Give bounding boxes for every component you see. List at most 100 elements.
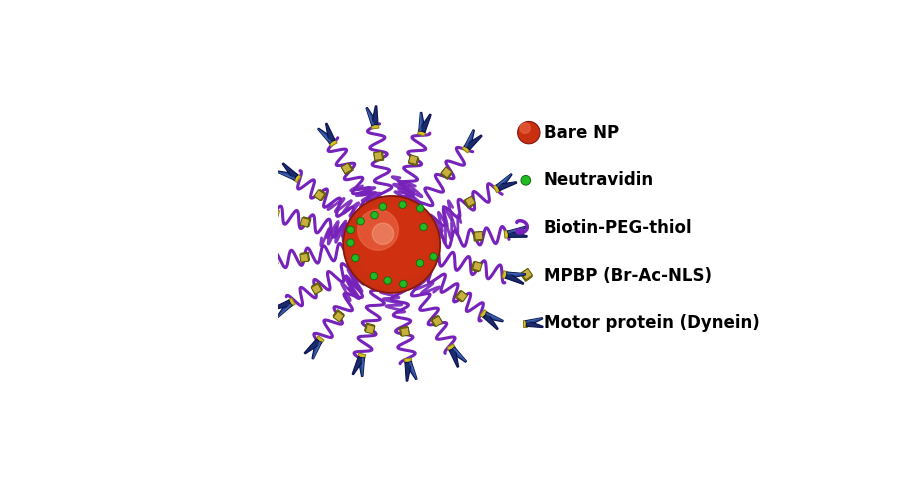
Polygon shape (366, 108, 374, 126)
Polygon shape (483, 313, 498, 330)
Polygon shape (455, 291, 466, 302)
Polygon shape (333, 311, 344, 322)
Circle shape (391, 230, 404, 242)
Circle shape (393, 231, 403, 240)
Polygon shape (255, 258, 274, 264)
Polygon shape (405, 361, 417, 379)
Circle shape (399, 201, 407, 209)
Polygon shape (294, 174, 301, 182)
Polygon shape (457, 291, 467, 302)
Polygon shape (465, 196, 472, 201)
Circle shape (352, 254, 359, 262)
Polygon shape (418, 130, 426, 136)
Polygon shape (465, 130, 474, 147)
Polygon shape (366, 107, 378, 126)
Polygon shape (277, 301, 293, 318)
Polygon shape (314, 190, 325, 200)
Polygon shape (304, 339, 321, 354)
Circle shape (363, 211, 425, 272)
Polygon shape (312, 282, 323, 293)
Circle shape (378, 220, 414, 257)
Circle shape (345, 198, 438, 290)
Polygon shape (325, 123, 335, 142)
Polygon shape (365, 324, 375, 334)
Polygon shape (311, 284, 322, 294)
Polygon shape (507, 226, 526, 237)
Polygon shape (506, 272, 525, 274)
Polygon shape (405, 363, 411, 381)
Polygon shape (318, 128, 334, 144)
Circle shape (371, 215, 419, 264)
Polygon shape (496, 174, 511, 187)
Polygon shape (256, 258, 275, 270)
Polygon shape (474, 233, 482, 241)
Polygon shape (441, 167, 446, 175)
Polygon shape (257, 262, 275, 270)
Polygon shape (300, 224, 309, 227)
Polygon shape (374, 151, 382, 160)
Polygon shape (480, 310, 487, 318)
Polygon shape (374, 152, 376, 161)
Polygon shape (432, 316, 443, 327)
Polygon shape (441, 167, 452, 178)
Polygon shape (502, 271, 507, 279)
Circle shape (356, 206, 430, 279)
Text: Biotin-PEG-thiol: Biotin-PEG-thiol (544, 219, 692, 237)
Polygon shape (409, 155, 418, 165)
Circle shape (417, 205, 424, 212)
Polygon shape (277, 171, 296, 180)
Polygon shape (430, 316, 441, 326)
Polygon shape (438, 316, 443, 323)
Polygon shape (256, 210, 275, 216)
Circle shape (387, 226, 408, 248)
Polygon shape (407, 327, 410, 335)
Polygon shape (300, 217, 310, 227)
Circle shape (389, 227, 407, 246)
Polygon shape (329, 139, 337, 147)
Circle shape (521, 176, 531, 185)
Circle shape (358, 210, 399, 250)
Polygon shape (466, 135, 482, 150)
Circle shape (351, 202, 434, 285)
Circle shape (380, 221, 413, 255)
Text: Neutravidin: Neutravidin (544, 171, 654, 189)
Polygon shape (465, 197, 475, 208)
Polygon shape (506, 272, 525, 279)
Polygon shape (375, 152, 384, 161)
Polygon shape (361, 358, 364, 377)
Circle shape (397, 233, 400, 237)
Polygon shape (400, 328, 410, 336)
Circle shape (372, 216, 419, 263)
Polygon shape (523, 320, 526, 327)
Circle shape (400, 280, 407, 287)
Polygon shape (371, 106, 378, 125)
Polygon shape (342, 163, 352, 174)
Text: MPBP (Br-Ac-NLS): MPBP (Br-Ac-NLS) (544, 267, 712, 285)
Polygon shape (460, 291, 467, 296)
Circle shape (390, 228, 405, 244)
Polygon shape (464, 130, 475, 149)
Polygon shape (521, 269, 528, 275)
Polygon shape (301, 260, 310, 262)
Polygon shape (342, 164, 353, 174)
Circle shape (369, 214, 421, 266)
Polygon shape (419, 112, 421, 131)
Polygon shape (273, 257, 278, 265)
Circle shape (374, 218, 417, 261)
Circle shape (343, 196, 440, 293)
Circle shape (416, 259, 424, 267)
Circle shape (379, 203, 387, 211)
Polygon shape (300, 254, 309, 262)
Polygon shape (313, 341, 322, 359)
Circle shape (371, 212, 379, 219)
Circle shape (381, 223, 412, 253)
Circle shape (384, 277, 391, 284)
Polygon shape (256, 214, 275, 216)
Polygon shape (352, 356, 364, 375)
Polygon shape (453, 347, 467, 362)
Polygon shape (419, 114, 431, 133)
Polygon shape (301, 252, 310, 261)
Polygon shape (371, 124, 379, 129)
Circle shape (349, 201, 435, 287)
Circle shape (376, 219, 416, 259)
